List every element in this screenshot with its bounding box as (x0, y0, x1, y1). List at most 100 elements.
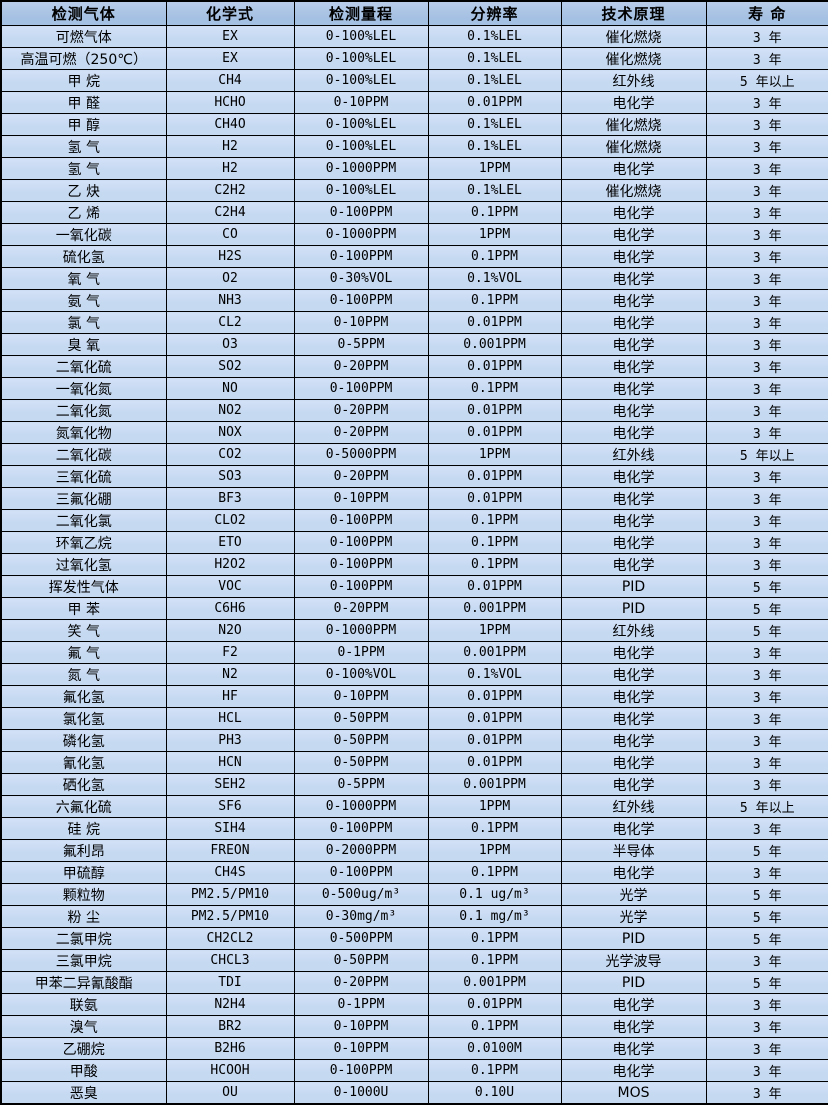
cell-lifespan: 3 年 (705, 245, 828, 268)
cell-range: 0-10PPM (293, 685, 429, 708)
cell-principle: 催化燃烧 (560, 25, 707, 48)
cell-formula: O2 (165, 267, 295, 290)
cell-gas: 氮氧化物 (0, 421, 167, 444)
cell-formula: HCL (165, 707, 295, 730)
cell-formula: CLO2 (165, 509, 295, 532)
cell-formula: HCHO (165, 91, 295, 114)
cell-gas: 三氧化硫 (0, 465, 167, 488)
cell-formula: H2 (165, 157, 295, 180)
table-row: 一氧化氮 NO 0-100PPM 0.1PPM 电化学 3 年 (0, 377, 828, 400)
cell-resolution: 0.1PPM (427, 861, 562, 884)
cell-gas: 硅 烷 (0, 817, 167, 840)
cell-range: 0-100%LEL (293, 47, 429, 70)
cell-lifespan: 3 年 (705, 993, 828, 1016)
cell-lifespan: 5 年以上 (705, 69, 828, 92)
cell-gas: 二氯甲烷 (0, 927, 167, 950)
cell-lifespan: 3 年 (705, 531, 828, 554)
cell-resolution: 0.1%VOL (427, 663, 562, 686)
cell-range: 0-100PPM (293, 531, 429, 554)
table-row: 氰化氢 HCN 0-50PPM 0.01PPM 电化学 3 年 (0, 751, 828, 774)
cell-gas: 颗粒物 (0, 883, 167, 906)
table-row: 氯 气 CL2 0-10PPM 0.01PPM 电化学 3 年 (0, 311, 828, 334)
cell-range: 0-50PPM (293, 729, 429, 752)
cell-principle: 电化学 (560, 267, 707, 290)
cell-gas: 笑 气 (0, 619, 167, 642)
cell-principle: 催化燃烧 (560, 179, 707, 202)
cell-lifespan: 3 年 (705, 663, 828, 686)
cell-formula: C2H4 (165, 201, 295, 224)
cell-gas: 甲 苯 (0, 597, 167, 620)
column-header-formula: 化学式 (165, 0, 295, 26)
cell-lifespan: 3 年 (705, 25, 828, 48)
cell-gas: 高温可燃（250℃） (0, 47, 167, 70)
cell-gas: 二氧化硫 (0, 355, 167, 378)
cell-lifespan: 3 年 (705, 377, 828, 400)
column-header-resolution: 分辨率 (427, 0, 562, 26)
table-row: 甲 醇 CH4O 0-100%LEL 0.1%LEL 催化燃烧 3 年 (0, 113, 828, 136)
cell-resolution: 0.1PPM (427, 531, 562, 554)
cell-range: 0-1PPM (293, 993, 429, 1016)
cell-range: 0-20PPM (293, 399, 429, 422)
cell-resolution: 0.01PPM (427, 487, 562, 510)
cell-formula: SEH2 (165, 773, 295, 796)
cell-lifespan: 3 年 (705, 113, 828, 136)
table-row: 氮氧化物 NOX 0-20PPM 0.01PPM 电化学 3 年 (0, 421, 828, 444)
cell-range: 0-5PPM (293, 333, 429, 356)
cell-resolution: 0.001PPM (427, 597, 562, 620)
cell-lifespan: 5 年 (705, 839, 828, 862)
cell-gas: 乙 烯 (0, 201, 167, 224)
cell-lifespan: 3 年 (705, 465, 828, 488)
cell-range: 0-10PPM (293, 311, 429, 334)
cell-gas: 挥发性气体 (0, 575, 167, 598)
cell-resolution: 0.001PPM (427, 971, 562, 994)
cell-gas: 环氧乙烷 (0, 531, 167, 554)
cell-principle: 电化学 (560, 1015, 707, 1038)
table-row: 环氧乙烷 ETO 0-100PPM 0.1PPM 电化学 3 年 (0, 531, 828, 554)
cell-gas: 氢 气 (0, 135, 167, 158)
cell-principle: 电化学 (560, 157, 707, 180)
cell-formula: NOX (165, 421, 295, 444)
cell-lifespan: 5 年 (705, 927, 828, 950)
table-row: 二氧化氯 CLO2 0-100PPM 0.1PPM 电化学 3 年 (0, 509, 828, 532)
cell-range: 0-100PPM (293, 1059, 429, 1082)
cell-resolution: 1PPM (427, 443, 562, 466)
cell-resolution: 0.1%LEL (427, 47, 562, 70)
cell-resolution: 1PPM (427, 223, 562, 246)
cell-lifespan: 5 年 (705, 971, 828, 994)
cell-resolution: 0.01PPM (427, 421, 562, 444)
table-row: 三氧化硫 SO3 0-20PPM 0.01PPM 电化学 3 年 (0, 465, 828, 488)
cell-gas: 甲 烷 (0, 69, 167, 92)
cell-range: 0-1PPM (293, 641, 429, 664)
cell-range: 0-50PPM (293, 949, 429, 972)
cell-gas: 臭 氧 (0, 333, 167, 356)
cell-gas: 六氟化硫 (0, 795, 167, 818)
cell-range: 0-100PPM (293, 817, 429, 840)
cell-lifespan: 3 年 (705, 1081, 828, 1105)
cell-resolution: 0.1PPM (427, 1015, 562, 1038)
cell-gas: 氟化氢 (0, 685, 167, 708)
cell-range: 0-20PPM (293, 597, 429, 620)
cell-formula: PH3 (165, 729, 295, 752)
table-row: 三氟化硼 BF3 0-10PPM 0.01PPM 电化学 3 年 (0, 487, 828, 510)
cell-resolution: 0.1PPM (427, 289, 562, 312)
cell-gas: 溴气 (0, 1015, 167, 1038)
cell-lifespan: 5 年 (705, 883, 828, 906)
cell-resolution: 0.1%LEL (427, 69, 562, 92)
cell-range: 0-1000PPM (293, 619, 429, 642)
table-row: 挥发性气体 VOC 0-100PPM 0.01PPM PID 5 年 (0, 575, 828, 598)
cell-range: 0-100PPM (293, 575, 429, 598)
cell-range: 0-100%LEL (293, 25, 429, 48)
cell-resolution: 0.1 ug/m³ (427, 883, 562, 906)
cell-gas: 过氧化氢 (0, 553, 167, 576)
cell-principle: 电化学 (560, 751, 707, 774)
cell-resolution: 0.1PPM (427, 509, 562, 532)
cell-principle: 电化学 (560, 685, 707, 708)
cell-range: 0-100PPM (293, 245, 429, 268)
cell-lifespan: 3 年 (705, 751, 828, 774)
cell-principle: 电化学 (560, 993, 707, 1016)
table-row: 甲 醛 HCHO 0-10PPM 0.01PPM 电化学 3 年 (0, 91, 828, 114)
table-row: 氨 气 NH3 0-100PPM 0.1PPM 电化学 3 年 (0, 289, 828, 312)
cell-principle: PID (560, 575, 707, 598)
cell-range: 0-100%LEL (293, 135, 429, 158)
column-header-principle: 技术原理 (560, 0, 707, 26)
